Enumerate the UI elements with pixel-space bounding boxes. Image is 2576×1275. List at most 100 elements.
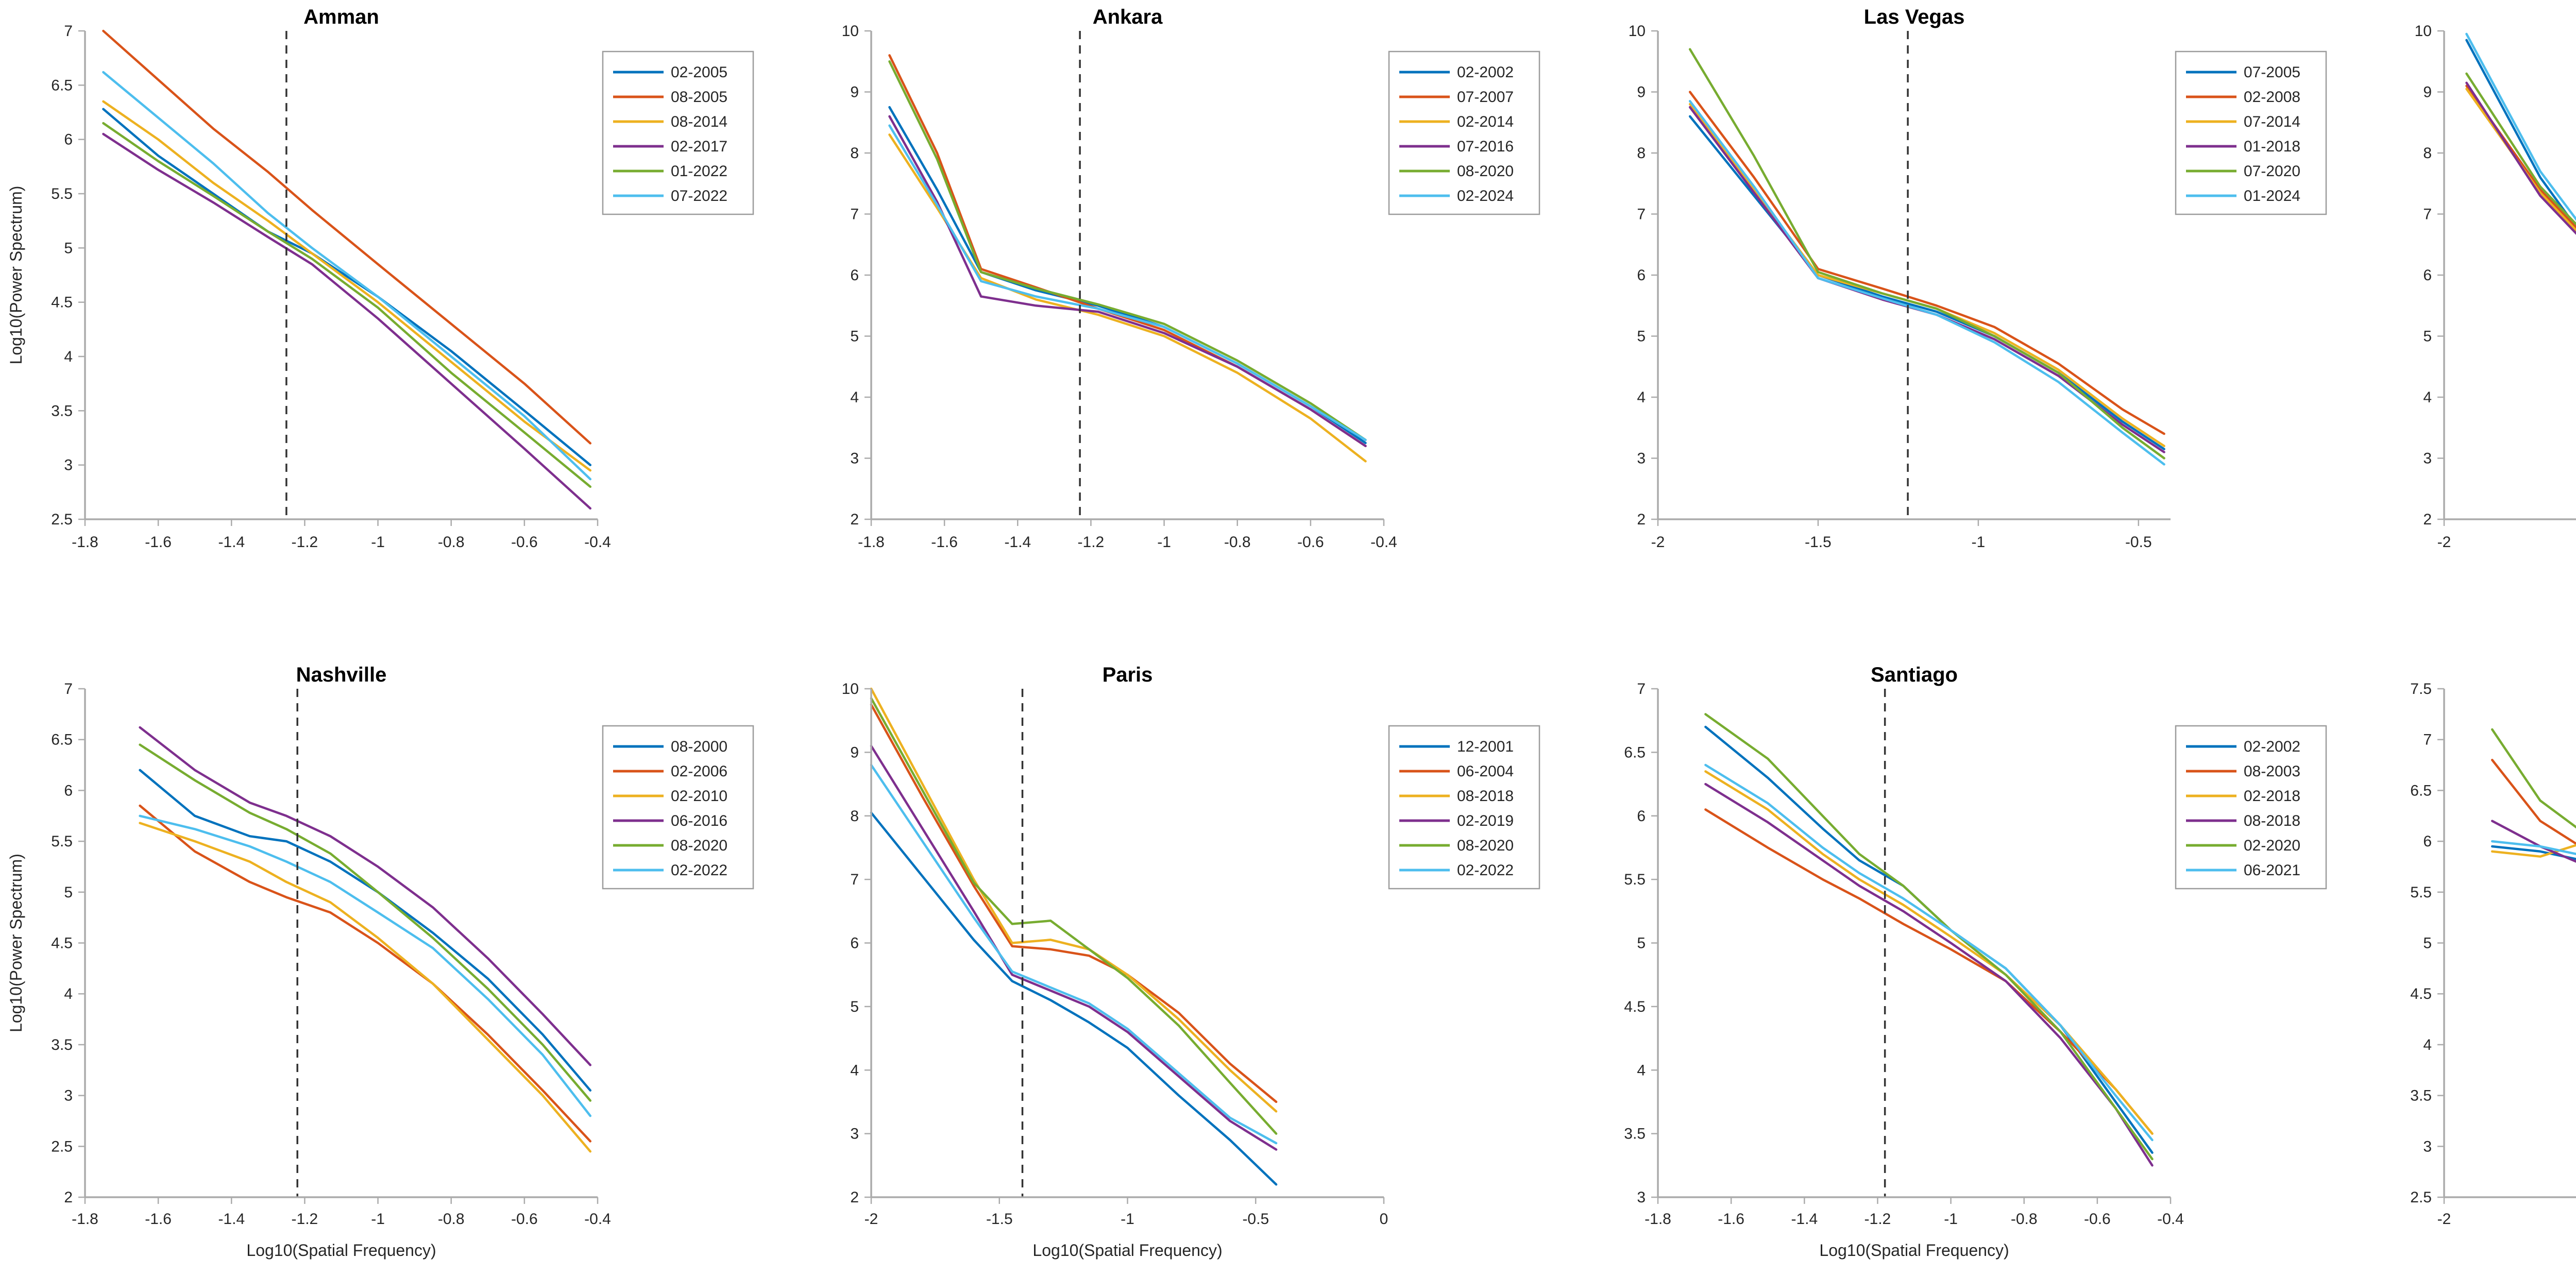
- legend: 08-2000 02-2006 02-2010 06-2016 08-2020 02-20…: [602, 725, 754, 889]
- y-tick-label: 5.5: [1624, 871, 1646, 888]
- y-tick-label: 3: [64, 1087, 73, 1104]
- subplot-wuhan: -2-1.5-1-0.52.533.544.555.566.577.5Wuhan…: [2359, 638, 2576, 1275]
- y-tick-label: 8: [2423, 145, 2432, 162]
- y-tick-label: 9: [851, 84, 859, 101]
- x-tick-label: -1.8: [1645, 1211, 1671, 1228]
- series-line-02-2018: [1704, 770, 2154, 1135]
- legend-label: 02-2002: [2244, 738, 2300, 755]
- series-line-01-2024: [1688, 100, 2165, 466]
- x-tick-label: -2: [2437, 1211, 2451, 1228]
- legend-label: 08-2018: [1457, 788, 1514, 805]
- y-tick-label: 2: [64, 1189, 73, 1206]
- x-tick-label: -0.6: [511, 534, 538, 551]
- y-tick-label: 6: [1637, 807, 1646, 824]
- series-line-07-2014: [1688, 103, 2165, 448]
- legend-label: 02-2014: [1457, 113, 1514, 130]
- series-line-12-2001: [870, 811, 1278, 1186]
- y-tick-label: 3: [1637, 450, 1646, 467]
- legend-box: [602, 725, 754, 889]
- series-line-06-2004: [870, 703, 1278, 1103]
- series-line-07-2020: [1688, 48, 2165, 460]
- x-tick-label: -0.8: [2010, 1211, 2037, 1228]
- series-line-02-2010: [139, 821, 592, 1152]
- series-line-06-2016: [139, 726, 592, 1066]
- series-line-02-2022: [870, 763, 1278, 1144]
- series-line-02-2020: [1704, 712, 2154, 1160]
- series-line-08-2020: [888, 60, 1367, 441]
- x-tick-label: -1.6: [145, 534, 172, 551]
- series-group: [870, 687, 1278, 1186]
- series-line-08-2020: [2465, 32, 2576, 222]
- legend-label: 06-2004: [1457, 763, 1514, 780]
- y-tick-label: 10: [842, 23, 859, 40]
- y-tick-label: 8: [1637, 145, 1646, 162]
- series-line-02-2024: [2490, 840, 2576, 855]
- y-tick-label: 3: [2423, 450, 2432, 467]
- legend: 12-2001 06-2004 08-2018 02-2019 08-2020 02-20…: [1388, 725, 1540, 889]
- y-tick-label: 3: [851, 450, 859, 467]
- x-tick-label: -1.2: [1078, 534, 1105, 551]
- series-line-08-2020: [2490, 728, 2576, 829]
- series-group: [888, 54, 1367, 463]
- x-tick-label: -1.2: [292, 1211, 318, 1228]
- y-tick-label: 2.5: [2410, 1189, 2432, 1206]
- y-tick-label: 10: [1628, 23, 1645, 40]
- y-tick-label: 3: [1637, 1189, 1646, 1206]
- legend-label: 08-2000: [671, 738, 727, 755]
- series-group: [102, 29, 592, 510]
- y-tick-label: 4.5: [51, 934, 73, 951]
- y-tick-label: 7: [1637, 681, 1646, 698]
- x-tick-label: -0.6: [1297, 534, 1324, 551]
- legend-label: 08-2005: [671, 89, 727, 106]
- x-tick-label: -1.6: [1718, 1211, 1744, 1228]
- subplot-title: Paris: [1103, 664, 1153, 686]
- y-tick-label: 4: [64, 348, 73, 365]
- legend-label: 02-2010: [671, 788, 727, 805]
- y-tick-label: 6: [2423, 833, 2432, 850]
- y-tick-label: 4: [64, 985, 73, 1002]
- subplot-amman: -1.8 -1.6 -1.4 -1.2 -1 -0.8 -0.6 -0.4 2.5 3 3.5 4 4.…: [0, 0, 786, 638]
- y-tick-label: 2: [2423, 511, 2432, 528]
- legend-label: 02-2008: [2244, 89, 2300, 106]
- y-tick-label: 6.5: [2410, 782, 2432, 799]
- legend: 07-2005 02-2008 07-2014 01-2018 07-2020 01-20…: [2175, 50, 2327, 215]
- legend-label: 07-2005: [2244, 64, 2300, 81]
- x-tick-label: -1.6: [145, 1211, 172, 1228]
- legend-label: 02-2017: [671, 138, 727, 155]
- x-tick-label: -1: [1971, 534, 1985, 551]
- legend-label: 07-2022: [671, 188, 727, 205]
- y-tick-label: 3: [2423, 1138, 2432, 1155]
- legend-label: 08-2018: [2244, 812, 2300, 829]
- x-tick-label: -0.4: [1370, 534, 1397, 551]
- legend-box: [602, 50, 754, 215]
- y-tick-label: 3.5: [51, 402, 73, 419]
- legend-label: 08-2020: [1457, 163, 1514, 180]
- y-tick-label: 6: [851, 267, 859, 284]
- x-tick-label: -0.6: [2084, 1211, 2111, 1228]
- y-tick-label: 8: [851, 145, 859, 162]
- x-tick-label: -2: [865, 1211, 878, 1228]
- y-tick-label: 5.5: [2410, 883, 2432, 900]
- y-tick-label: 7: [2423, 206, 2432, 223]
- series-line-08-2000: [139, 769, 592, 1092]
- series-line-08-2013: [2465, 88, 2576, 232]
- y-tick-label: 8: [851, 807, 859, 824]
- series-line-08-2003: [1704, 808, 2154, 1135]
- subplot-title: Santiago: [1871, 664, 1958, 686]
- series-group: [2465, 32, 2576, 235]
- y-tick-label: 2.5: [51, 511, 73, 528]
- series-line-02-2017: [102, 132, 592, 510]
- subplot-paris: -2 -1.5 -1 -0.5 0 2 3 4 5 6 7 8 9 10 Paris Log10(Spatia…: [786, 638, 1572, 1275]
- x-tick-label: -0.4: [2157, 1211, 2184, 1228]
- y-tick-label: 9: [851, 744, 859, 761]
- y-tick-label: 6: [64, 131, 73, 148]
- y-tick-label: 5.5: [51, 833, 73, 850]
- series-line-08-2005: [102, 29, 592, 445]
- series-group: [2490, 728, 2576, 863]
- legend-label: 08-2020: [1457, 837, 1514, 854]
- nashville-chart-canvas: -1.8 -1.6 -1.4 -1.2 -1 -0.8 -0.6 -0.4 2 2.5 3 3.5 4 4…: [7, 664, 754, 1260]
- legend-label: 01-2024: [2244, 188, 2300, 205]
- y-tick-label: 10: [2414, 23, 2431, 40]
- legend-box: [2175, 725, 2327, 889]
- x-axis-label: Log10(Spatial Frequency): [1819, 1241, 2009, 1260]
